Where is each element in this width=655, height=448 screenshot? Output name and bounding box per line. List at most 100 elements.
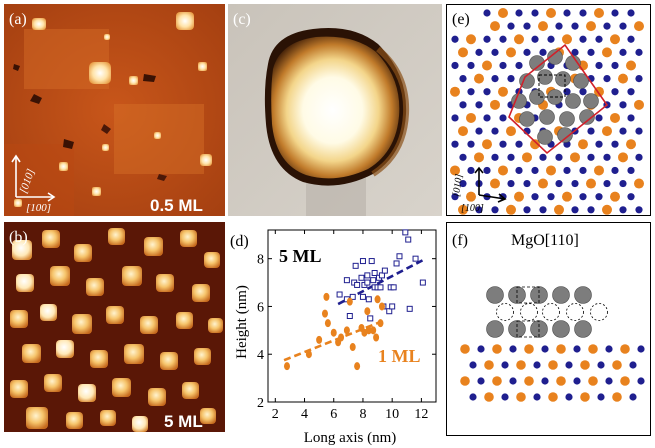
- oxygen-atom: [562, 191, 572, 202]
- vacancy-site: [496, 303, 514, 321]
- magnesium-atom: [565, 393, 573, 401]
- oxygen-atom: [524, 344, 534, 354]
- magnesium-atom: [619, 22, 627, 30]
- magnesium-atom: [627, 9, 635, 17]
- magnesium-atom: [555, 179, 563, 188]
- dashed-cell: [538, 74, 566, 98]
- adsorbate-atom: [537, 129, 553, 145]
- magnesium-atom: [451, 140, 459, 148]
- magnesium-atom: [539, 153, 547, 161]
- data-point-1ml: [365, 326, 372, 335]
- data-point-5ml: [364, 279, 371, 286]
- data-point-5ml: [402, 229, 409, 236]
- magnesium-atom: [483, 35, 491, 43]
- oxygen-atom: [514, 34, 524, 45]
- oxygen-atom: [522, 152, 532, 163]
- data-point-5ml: [352, 262, 359, 269]
- magnesium-atom: [547, 193, 555, 201]
- magnesium-atom: [467, 140, 475, 148]
- data-point-5ml: [378, 272, 385, 279]
- data-point-1ml: [373, 333, 380, 342]
- scatter-chart: (d) 2 4 6 8 10 12 2 4 6 8 5 ML 1 ML Height (nm) L…: [230, 229, 437, 446]
- magnesium-atom: [533, 361, 541, 369]
- oxygen-atom: [578, 139, 588, 150]
- magnesium-atom: [475, 48, 483, 56]
- adsorbate-atom: [547, 49, 563, 65]
- island-markers: [14, 12, 212, 207]
- data-point-5ml: [389, 303, 396, 310]
- magnesium-atom: [571, 48, 579, 56]
- oxygen-atom: [612, 360, 622, 370]
- magnesium-atom: [605, 345, 613, 353]
- adsorbate-atom: [486, 286, 504, 304]
- oxygen-atom: [466, 191, 476, 202]
- magnesium-atom: [523, 206, 531, 214]
- plot-frame: [267, 229, 437, 403]
- magnesium-atom: [603, 153, 611, 161]
- magnesium-atom: [637, 377, 645, 385]
- oxygen-atom: [506, 47, 516, 58]
- data-point-5ml: [358, 274, 365, 281]
- x-tick-label: 2: [272, 407, 279, 422]
- magnesium-atom: [587, 206, 595, 214]
- panel-a-dir2: [100]: [26, 202, 51, 214]
- magnesium-atom: [491, 206, 499, 214]
- oxygen-atom: [556, 344, 566, 354]
- adsorbate-atom: [574, 286, 592, 304]
- magnesium-atom: [523, 22, 531, 30]
- oxygen-atom: [570, 152, 580, 163]
- panel-d: (d) 2 4 6 8 10 12 2 4 6 8 5 ML 1 ML Height (nm) L…: [228, 222, 442, 448]
- magnesium-atom: [541, 377, 549, 385]
- oxygen-atom: [460, 344, 470, 354]
- panel-c-label: (c): [233, 11, 251, 28]
- magnesium-atom: [491, 48, 499, 56]
- data-point-5ml: [371, 270, 378, 276]
- magnesium-atom: [563, 9, 571, 17]
- magnesium-atom: [571, 22, 579, 30]
- oxygen-atom: [506, 204, 516, 215]
- magnesium-atom: [627, 35, 635, 43]
- panel-f-title: MgO[110]: [511, 232, 579, 249]
- panel-e-dir2: [100]: [461, 203, 484, 214]
- magnesium-atom: [469, 393, 477, 401]
- magnesium-atom: [611, 61, 619, 70]
- magnesium-atom: [459, 179, 467, 188]
- island-markers: [10, 228, 223, 432]
- oxygen-atom: [602, 47, 612, 58]
- dashed-cell: [516, 320, 540, 338]
- data-point-5ml: [377, 284, 384, 291]
- data-point-1ml: [346, 297, 353, 306]
- magnesium-atom: [477, 345, 485, 353]
- magnesium-atom: [451, 114, 459, 122]
- magnesium-atom: [579, 35, 587, 43]
- magnesium-atom: [573, 345, 581, 353]
- magnesium-atom: [587, 48, 595, 56]
- panel-b-image: (b) 5 ML: [4, 222, 225, 432]
- data-point-1ml: [377, 319, 384, 328]
- data-point-5ml: [370, 277, 377, 284]
- magnesium-atom: [571, 179, 579, 188]
- panel-b-label: (b): [9, 229, 28, 246]
- oxygen-atom: [524, 376, 534, 386]
- magnesium-atom: [499, 35, 507, 43]
- data-point-1ml: [323, 292, 330, 301]
- magnesium-atom: [619, 101, 627, 109]
- magnesium-atom: [627, 166, 635, 175]
- data-point-5ml: [346, 313, 353, 319]
- magnesium-atom: [531, 193, 539, 201]
- x-axis-label: Long axis (nm): [304, 430, 396, 446]
- panel-e-label: (e): [452, 11, 470, 28]
- oxygen-atom: [484, 392, 494, 402]
- data-point-5ml: [354, 281, 361, 288]
- magnesium-atom: [483, 114, 491, 122]
- series-label-5ml: 5 ML: [279, 246, 322, 266]
- x-tick-label: 8: [359, 407, 366, 422]
- oxygen-atom: [484, 360, 494, 370]
- oxygen-atom: [498, 86, 508, 97]
- oxygen-atom: [634, 99, 644, 110]
- x-tick-label: 12: [414, 407, 428, 422]
- data-point-5ml: [368, 258, 375, 265]
- x-tick-label: 4: [301, 407, 308, 422]
- magnesium-atom: [507, 22, 515, 30]
- y-tick-label: 8: [257, 253, 264, 268]
